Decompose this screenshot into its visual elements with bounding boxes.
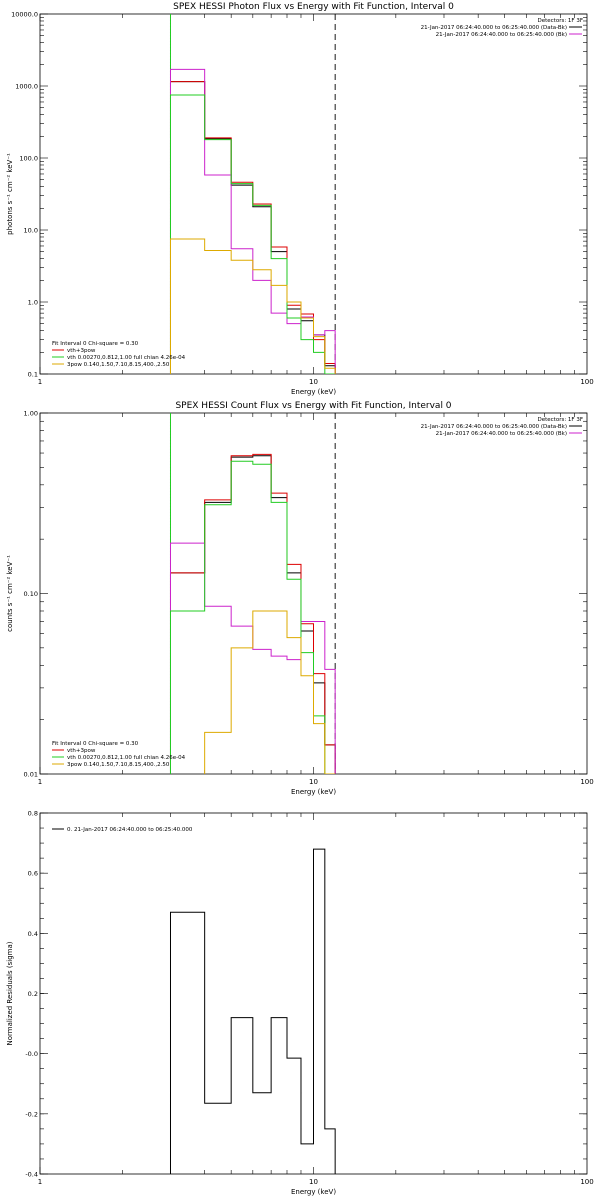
plot-data [169,453,336,774]
x-axis-label: Energy (keV) [291,1188,336,1196]
series-step-line-0 [169,455,336,774]
y-axis-label: Normalized Residuals (sigma) [6,941,14,1045]
y-tick-label: 100.0 [19,155,38,163]
y-tick-label: 1.0 [28,299,38,307]
x-tick-label: 1 [38,778,42,786]
x-tick-label: 10 [309,378,318,386]
y-axis-label: counts s⁻¹ cm⁻² keV⁻¹ [6,555,14,632]
series-step-line-0 [169,81,336,374]
chart-panel-2: 1 10 100 Energy (keV) -0.4 -0.2 -0.0 0.2 0.4 0.6 0… [6,810,594,1197]
legend-top-text: 21-Jan-2017 06:24:40.000 to 06:25:40.000… [436,32,567,38]
series-step-line-2 [169,542,336,774]
legend-bottom-text: 3pow 0.140,1.50,7.10,8.15,400.,2.50 [67,762,170,768]
legend-bottom-text: vth 0.00270,0.812,1.00 full chian 4.26e-… [67,355,186,361]
fit-header: Fit Interval 0 Chi-square = 0.30 [52,341,139,347]
y-tick-label: 0.1 [28,371,38,379]
x-tick-label: 1 [38,378,42,386]
x-axis-label: Energy (keV) [291,788,336,796]
residual-legend-text: 0. 21-Jan-2017 06:24:40.000 to 06:25:40.… [67,827,193,833]
y-tick-label: 10000.0 [11,11,38,19]
detectors-label: Detectors: 1F 3F [537,417,583,423]
y-tick-label: 0.6 [28,870,38,878]
series-step-line-1 [169,81,336,374]
y-tick-label: 1000.0 [15,83,38,91]
series-step-line-4 [169,610,336,774]
y-tick-label: 10.0 [24,227,38,235]
y-tick-label: 0.8 [28,810,38,818]
y-tick-label: 0.01 [24,771,38,779]
chart-title: SPEX HESSI Count Flux vs Energy with Fit… [175,401,451,411]
chart-panel-1: SPEX HESSI Count Flux vs Energy with Fit… [6,401,594,796]
series-step-line-1 [169,453,336,774]
legend-top-text: 21-Jan-2017 06:24:40.000 to 06:25:40.000… [436,431,567,437]
y-tick-label: -0.2 [25,1110,38,1118]
x-tick-label: 10 [309,1178,318,1186]
x-tick-label: 1 [38,1178,42,1186]
series-step-line-3 [169,94,336,374]
plot-data [169,848,336,1174]
y-tick-label: 0.2 [28,990,38,998]
series-step-line-2 [169,68,336,374]
legend-bottom-text: vth+3pow [67,348,96,354]
chart-panel-0: SPEX HESSI Photon Flux vs Energy with Fi… [6,2,594,396]
y-tick-label: 0.10 [24,590,38,598]
x-tick-label: 100 [580,778,593,786]
series-step-line-0 [169,848,336,1174]
y-axis-label: photons s⁻¹ cm⁻² keV⁻¹ [6,153,14,235]
legend-bottom-text: vth+3pow [67,748,96,754]
legend-bottom-text: vth 0.00270,0.812,1.00 full chian 4.26e-… [67,755,186,761]
x-tick-label: 100 [580,378,593,386]
legend-top-text: 21-Jan-2017 06:24:40.000 to 06:25:40.000… [421,424,567,430]
legend-top-text: 21-Jan-2017 06:24:40.000 to 06:25:40.000… [421,25,567,31]
legend-bottom-text: 3pow 0.140,1.50,7.10,8.15,400.,2.50 [67,362,170,368]
y-tick-label: 1.00 [24,410,38,418]
chart-title: SPEX HESSI Photon Flux vs Energy with Fi… [173,2,454,12]
x-tick-label: 10 [309,778,318,786]
detectors-label: Detectors: 1F 3F [537,18,583,24]
x-tick-label: 100 [580,1178,593,1186]
fit-header: Fit Interval 0 Chi-square = 0.30 [52,741,139,747]
plot-data [169,68,336,374]
series-step-line-4 [169,238,336,374]
y-tick-label: -0.4 [25,1171,38,1179]
y-tick-label: 0.4 [28,930,38,938]
x-axis-label: Energy (keV) [291,388,336,396]
y-tick-label: -0.0 [25,1050,38,1058]
